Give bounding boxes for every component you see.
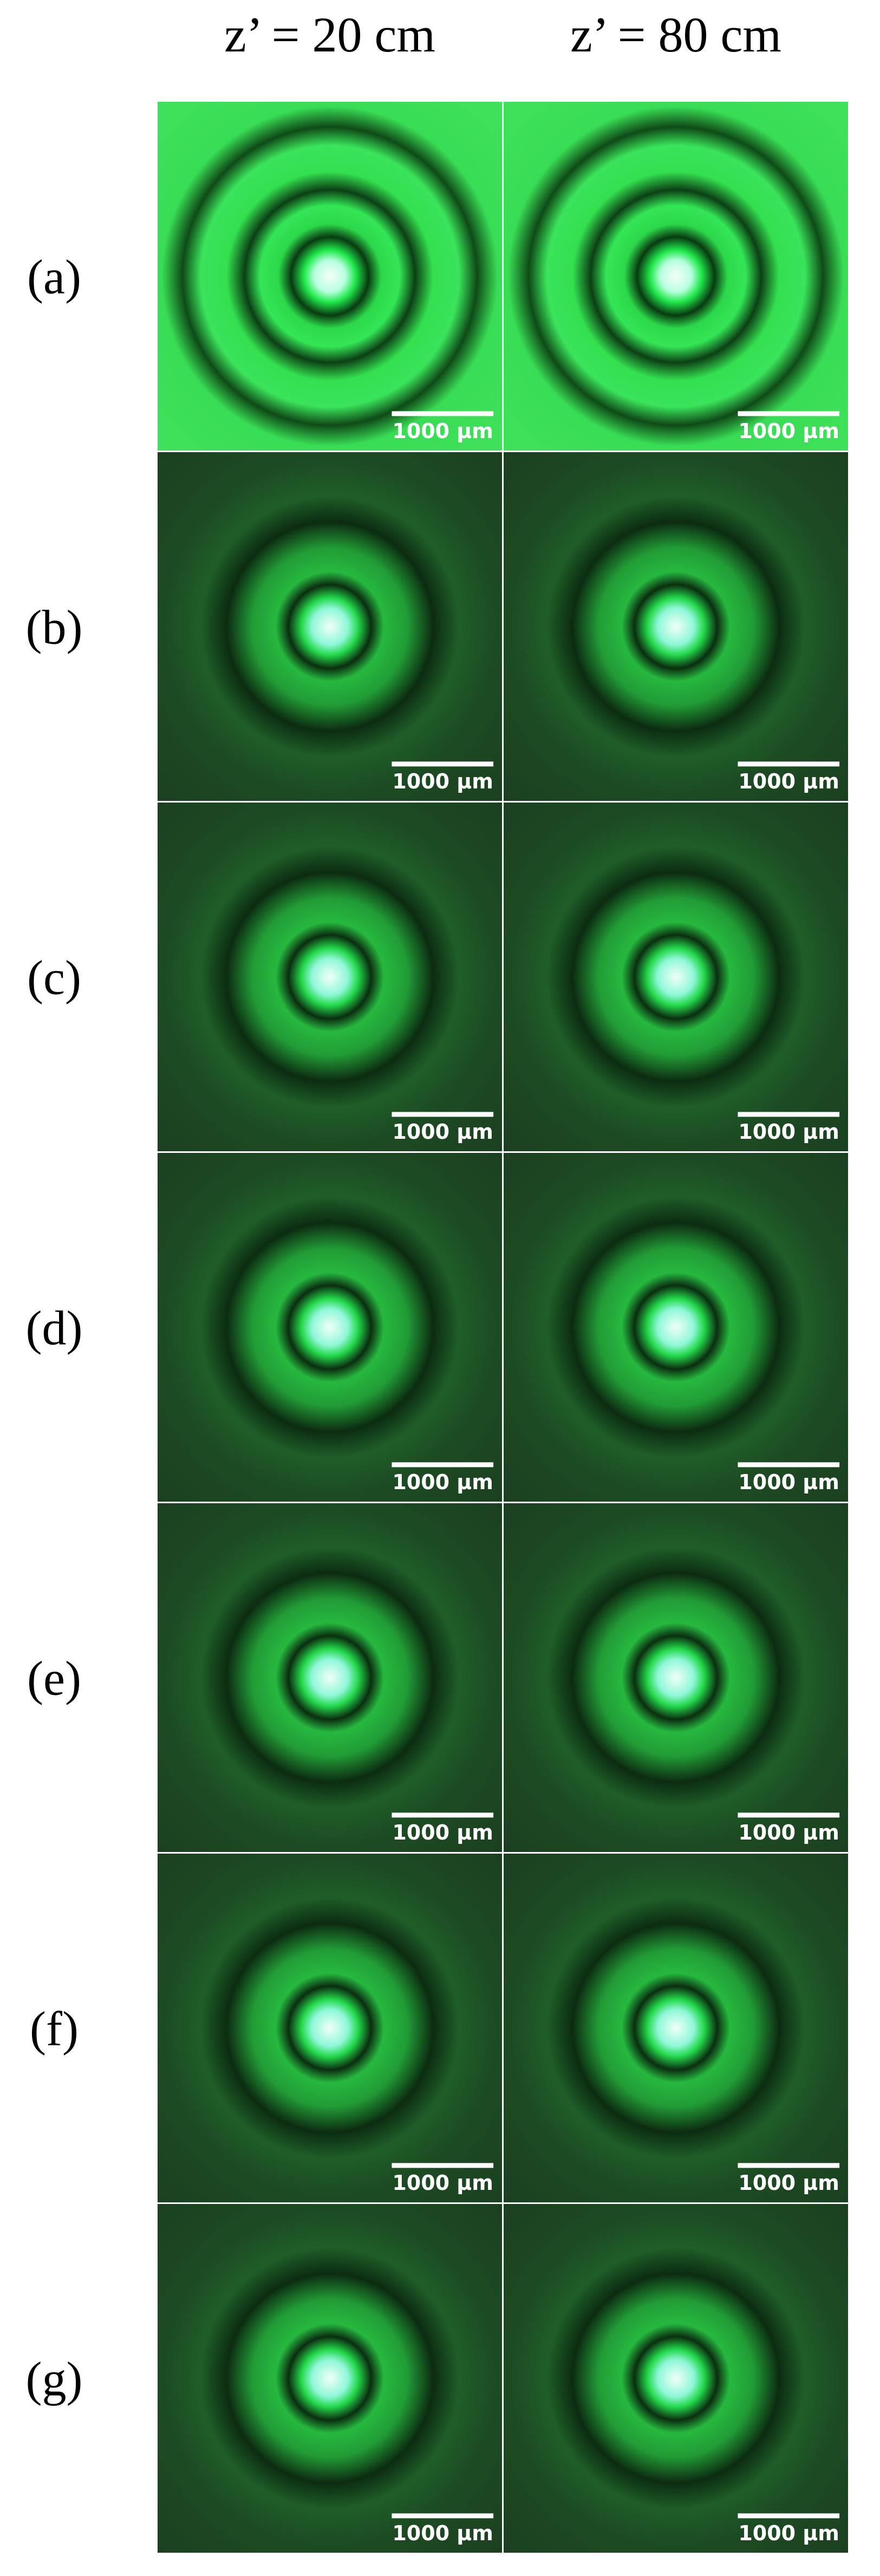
row-label: (c) — [27, 951, 81, 1005]
scale-bar-label: 1000 μm — [392, 1821, 493, 1844]
panel-image — [158, 102, 502, 451]
row-label: (b) — [26, 601, 83, 655]
scale-bar-label: 1000 μm — [738, 2521, 839, 2545]
row-label: (d) — [26, 1302, 83, 1355]
row-label: (a) — [27, 251, 81, 304]
content: z’ = 20 cm z’ = 80 cm (a) 1000 μm 1000 μm (b)… — [26, 7, 848, 2553]
panel-image — [504, 102, 848, 451]
scale-bar-label: 1000 μm — [392, 2521, 493, 2545]
scale-bar-label: 1000 μm — [392, 1120, 493, 1144]
panel-image — [504, 2204, 848, 2553]
scale-bar-label: 1000 μm — [392, 419, 493, 443]
scale-bar-label: 1000 μm — [738, 1470, 839, 1494]
panel-image — [158, 1503, 502, 1852]
scale-bar-label: 1000 μm — [392, 2171, 493, 2195]
row-label: (e) — [27, 1652, 81, 1706]
scale-bar-label: 1000 μm — [392, 769, 493, 793]
scale-bar-label: 1000 μm — [392, 1470, 493, 1494]
panel-image — [504, 1503, 848, 1852]
panel-image — [158, 1854, 502, 2202]
scale-bar-label: 1000 μm — [738, 1120, 839, 1144]
row-label: (f) — [30, 2003, 79, 2056]
scale-bar-label: 1000 μm — [738, 769, 839, 793]
scale-bar-label: 1000 μm — [738, 1821, 839, 1844]
column-header: z’ = 80 cm — [570, 7, 781, 62]
panel-image — [158, 1153, 502, 1502]
panel-image — [158, 452, 502, 801]
panel-image — [504, 1153, 848, 1502]
scale-bar-label: 1000 μm — [738, 419, 839, 443]
row-label: (g) — [26, 2353, 83, 2407]
panel-image — [504, 803, 848, 1151]
scale-bar-label: 1000 μm — [738, 2171, 839, 2195]
panel-image — [158, 803, 502, 1151]
panel-image — [504, 1854, 848, 2202]
panel-image — [504, 452, 848, 801]
panel-image — [158, 2204, 502, 2553]
column-header: z’ = 20 cm — [224, 7, 435, 62]
